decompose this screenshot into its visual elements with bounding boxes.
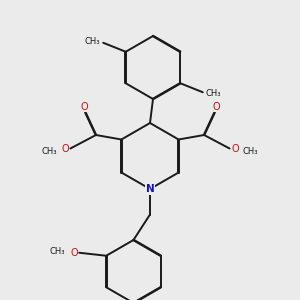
Text: CH₃: CH₃: [243, 147, 258, 156]
Text: O: O: [61, 143, 69, 154]
Text: N: N: [146, 184, 154, 194]
Text: O: O: [212, 101, 220, 112]
Text: CH₃: CH₃: [42, 147, 57, 156]
Text: O: O: [231, 143, 239, 154]
Text: O: O: [70, 248, 78, 258]
Text: O: O: [80, 101, 88, 112]
Text: CH₃: CH₃: [50, 247, 65, 256]
Text: CH₃: CH₃: [206, 89, 221, 98]
Text: CH₃: CH₃: [85, 37, 100, 46]
